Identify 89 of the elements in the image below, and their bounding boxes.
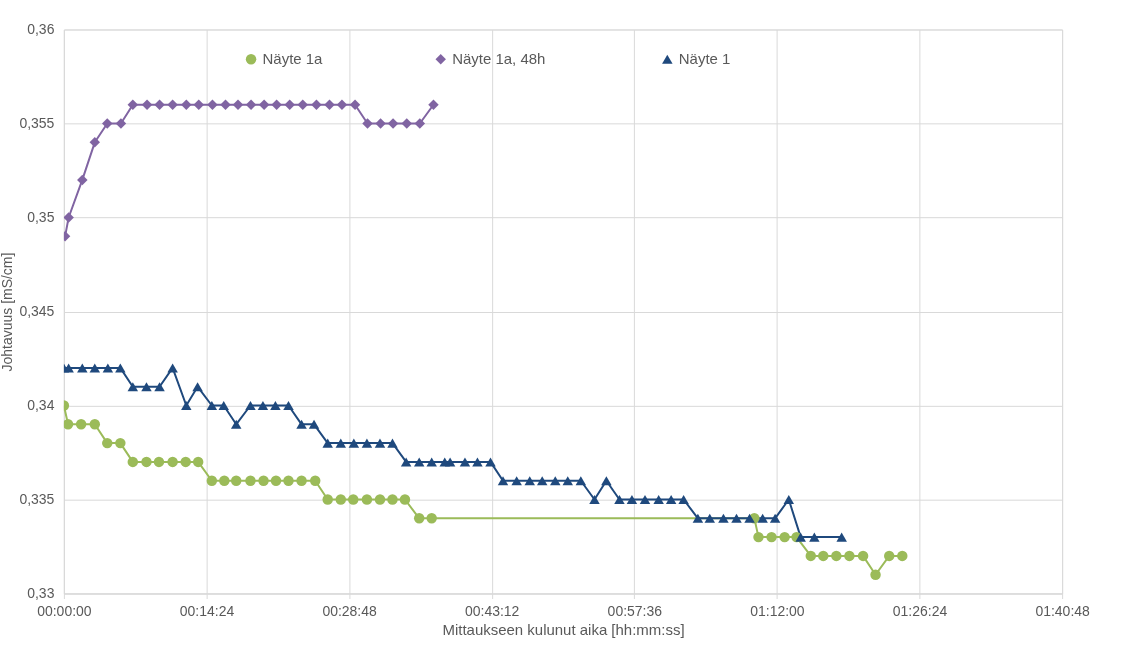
point (297, 99, 308, 110)
point (153, 456, 165, 468)
y-tick-label: 0,345 (19, 303, 55, 320)
point (206, 475, 218, 486)
point (89, 137, 101, 148)
point (348, 494, 359, 505)
point (844, 550, 855, 562)
point (63, 212, 74, 223)
point (296, 475, 307, 486)
x-tick-label: 00:43:12 (465, 602, 520, 619)
point (271, 99, 282, 110)
point (870, 569, 881, 580)
point (753, 531, 764, 543)
point (818, 550, 829, 562)
x-tick-label: 00:00:00 (37, 602, 92, 619)
point (89, 419, 101, 430)
point (167, 456, 178, 468)
point (766, 531, 777, 543)
point (258, 475, 269, 486)
y-tick-label: 0,36 (27, 21, 55, 38)
point (193, 99, 204, 110)
point (324, 99, 335, 110)
point (141, 99, 153, 110)
point (232, 99, 244, 110)
point (230, 475, 242, 486)
point (127, 99, 139, 110)
point (102, 118, 113, 129)
point (63, 419, 74, 430)
point (883, 550, 895, 562)
point (428, 99, 439, 110)
point (167, 99, 178, 110)
point (349, 99, 361, 110)
point (779, 531, 790, 543)
point (831, 550, 842, 562)
point (413, 513, 425, 524)
point (857, 550, 869, 562)
point (374, 494, 386, 505)
point (102, 437, 113, 449)
point (220, 99, 231, 110)
legend-label: Näyte 1 (678, 50, 731, 68)
x-tick-label: 00:28:48 (322, 602, 378, 619)
point (270, 475, 282, 486)
point (77, 174, 88, 186)
point (207, 99, 218, 110)
point (361, 494, 373, 505)
legend-label: Näyte 1a, 48h (452, 50, 546, 68)
x-tick-label: 00:14:24 (179, 602, 235, 619)
x-tick-label: 01:40:48 (1035, 602, 1091, 619)
point (192, 456, 204, 468)
x-tick-label: 01:26:24 (892, 602, 948, 619)
point (141, 456, 152, 468)
point (245, 475, 256, 486)
y-tick-label: 0,335 (19, 491, 55, 508)
point (336, 99, 348, 110)
point (805, 550, 817, 562)
point (426, 513, 437, 524)
point (180, 456, 191, 468)
point (335, 494, 347, 505)
point (115, 437, 126, 449)
x-tick-label: 00:57:36 (607, 602, 663, 619)
point (258, 99, 270, 110)
y-tick-label: 0,33 (27, 585, 55, 602)
point (115, 118, 127, 129)
y-tick-label: 0,34 (27, 397, 55, 414)
point (375, 118, 386, 129)
point (897, 550, 908, 562)
point (401, 118, 412, 129)
point (283, 475, 294, 486)
point (127, 456, 139, 468)
point (245, 99, 257, 110)
y-tick-label: 0,35 (27, 209, 55, 226)
point (399, 494, 411, 505)
point (362, 118, 373, 129)
y-tick-label: 0,355 (19, 115, 55, 132)
point (387, 494, 398, 505)
point (284, 99, 295, 110)
x-axis-title: Mittaukseen kulunut aika [hh:mm:ss] (442, 620, 685, 638)
legend-label: Näyte 1a (262, 50, 324, 68)
y-axis-title: Johtavuus [mS/cm] (0, 252, 16, 372)
point (322, 494, 333, 505)
point (75, 419, 87, 430)
point (387, 118, 399, 129)
point (311, 99, 322, 110)
point (154, 99, 165, 110)
point (414, 118, 426, 129)
x-tick-label: 01:12:00 (750, 602, 805, 619)
point (181, 99, 192, 110)
point (309, 475, 321, 486)
point (219, 475, 230, 486)
